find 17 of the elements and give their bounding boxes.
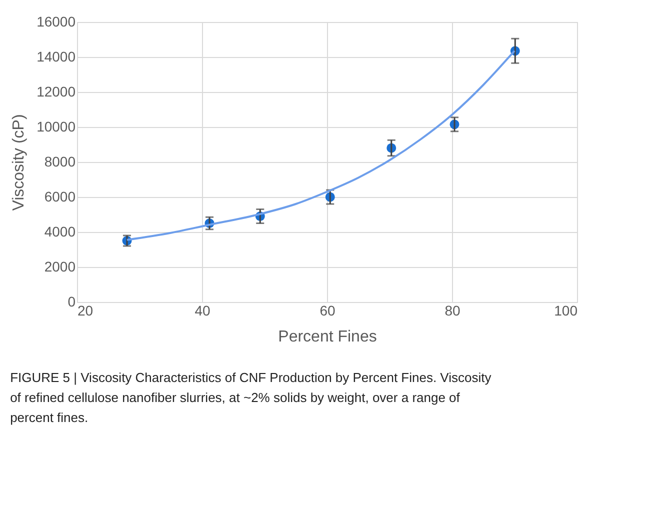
y-tick-label: 14000: [36, 48, 76, 64]
y-tick-label: 6000: [44, 188, 76, 204]
y-tick-label: 8000: [44, 154, 76, 170]
x-tick-label: 100: [554, 302, 578, 318]
x-axis-title: Percent Fines: [278, 328, 377, 346]
x-tick-label: 60: [320, 302, 336, 318]
y-tick-label: 0: [68, 294, 76, 310]
x-tick-label: 20: [78, 302, 94, 318]
y-tick-label: 12000: [36, 84, 76, 100]
x-tick-label: 80: [444, 302, 460, 318]
y-axis-title: Viscosity (cP): [10, 114, 28, 211]
y-tick-label: 16000: [36, 14, 76, 30]
y-tick-label: 10000: [36, 118, 76, 134]
caption: FIGURE 5 | Viscosity Characteristics of CNF Production by Percent Fines. Viscosity of refined cellulose nanofiber slurries, at ~2% solids by weight, over a range of percent fines.: [10, 370, 492, 425]
y-tick-label: 2000: [44, 258, 76, 274]
y-tick-label: 4000: [44, 224, 76, 240]
x-tick-label: 40: [194, 302, 210, 318]
